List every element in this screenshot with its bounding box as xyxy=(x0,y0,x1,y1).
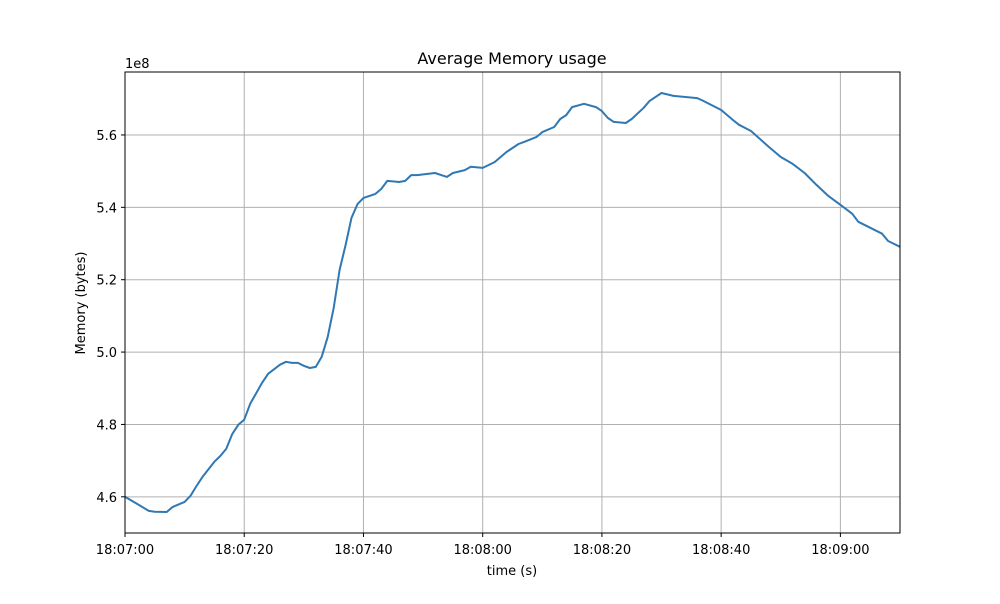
x-tick-label: 18:09:00 xyxy=(811,543,869,558)
x-tick-label: 18:08:20 xyxy=(573,543,631,558)
chart-title: Average Memory usage xyxy=(417,49,606,68)
y-tick-label: 5.6 xyxy=(96,129,117,144)
axes-frame xyxy=(124,71,901,534)
y-tick-label: 4.8 xyxy=(96,418,117,433)
x-axis-label: time (s) xyxy=(487,564,537,579)
x-tick-label: 18:07:00 xyxy=(96,543,154,558)
y-tick-label: 4.6 xyxy=(96,491,117,506)
y-offset-label: 1e8 xyxy=(125,57,150,72)
y-tick-label: 5.0 xyxy=(96,346,117,361)
x-tick-label: 18:07:40 xyxy=(334,543,392,558)
x-tick-label: 18:07:20 xyxy=(215,543,273,558)
y-tick-label: 5.2 xyxy=(96,274,117,289)
y-tick-label: 5.4 xyxy=(96,201,117,216)
y-axis-label: Memory (bytes) xyxy=(74,252,89,355)
grid xyxy=(124,72,900,533)
plot-area xyxy=(124,92,901,513)
ticks: 18:07:00 18:07:20 18:07:40 18:08:00 18:08:20… xyxy=(96,129,870,558)
x-tick-label: 18:08:00 xyxy=(453,543,511,558)
memory-usage-line xyxy=(124,92,901,513)
x-tick-label: 18:08:40 xyxy=(692,543,750,558)
